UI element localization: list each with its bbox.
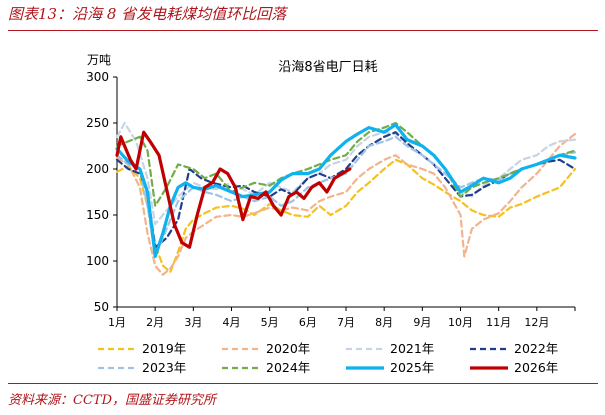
y-tick-label: 300: [86, 70, 109, 84]
x-tick-label: 9月: [413, 316, 431, 329]
x-tick-label: 8月: [375, 316, 393, 329]
legend-label-5: 2024年: [266, 360, 310, 375]
y-axis-unit: 万吨: [87, 53, 111, 67]
top-divider: [8, 30, 598, 31]
x-tick-label: 4月: [223, 316, 241, 329]
x-tick-label: 3月: [184, 316, 202, 329]
bottom-divider: [8, 383, 598, 384]
x-tick-label: 5月: [261, 316, 279, 329]
y-tick-label: 100: [86, 254, 109, 268]
legend-label-2: 2021年: [390, 341, 434, 356]
x-tick-label: 6月: [299, 316, 317, 329]
y-tick-label: 200: [86, 162, 109, 176]
legend-label-3: 2022年: [514, 341, 558, 356]
legend-label-7: 2026年: [514, 360, 558, 375]
x-tick-label: 11月: [486, 316, 511, 329]
legend: 2019年 2020年 2021年 2022年 2023年 2024年 2025年 2026年: [98, 341, 558, 375]
y-tick-label: 250: [86, 116, 109, 130]
series-line-6: [115, 123, 577, 258]
x-tick-label: 12月: [524, 316, 549, 329]
x-tick-label: 1月: [108, 316, 126, 329]
legend-label-1: 2020年: [266, 341, 310, 356]
legend-label-4: 2023年: [142, 360, 186, 375]
series-line-0: [115, 158, 577, 274]
source-note: 资料来源：CCTD，国盛证券研究所: [8, 393, 216, 408]
legend-label-0: 2019年: [142, 341, 186, 356]
y-tick-label: 50: [94, 300, 109, 314]
series-line-7: [115, 130, 352, 249]
x-tick-label: 2月: [146, 316, 164, 329]
chart-title: 沿海8省电厂日耗: [278, 60, 377, 75]
x-tick-label: 7月: [337, 316, 355, 329]
axes: 50 100 150 200 250 300 1月 2月 3月 4月 5月 6月 7月 8月 9月 10月 11…: [86, 70, 576, 329]
series-layer: [115, 121, 577, 276]
x-tick-label: 10月: [448, 316, 473, 329]
legend-label-6: 2025年: [390, 360, 434, 375]
y-tick-label: 150: [86, 208, 109, 222]
series-line-5: [115, 121, 577, 207]
figure-title: 图表13：沿海 8 省发电耗煤均值环比回落: [8, 5, 287, 23]
series-line-1: [115, 132, 577, 276]
